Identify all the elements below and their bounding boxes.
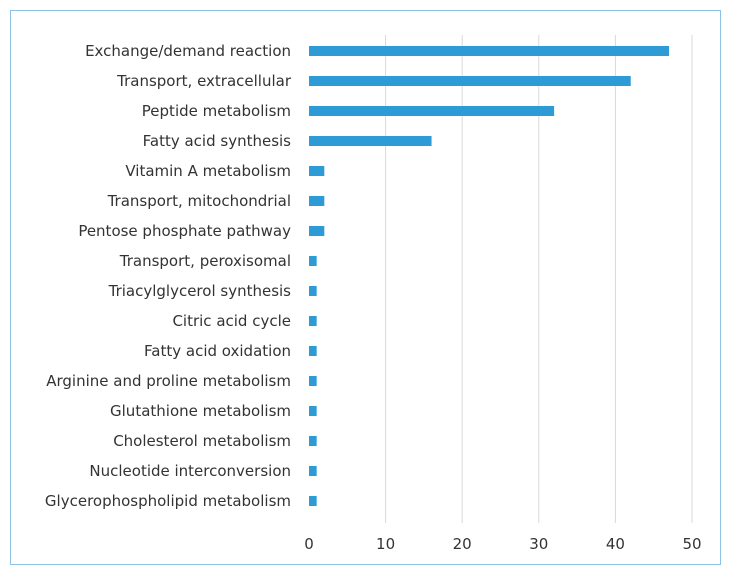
category-label: Glycerophospholipid metabolism xyxy=(45,492,291,510)
category-label: Transport, extracellular xyxy=(116,72,292,90)
category-label: Triacylglycerol synthesis xyxy=(108,282,292,300)
category-label: Vitamin A metabolism xyxy=(125,162,291,180)
category-label: Arginine and proline metabolism xyxy=(46,372,291,390)
bar xyxy=(309,166,325,176)
bar xyxy=(309,496,317,506)
category-label: Fatty acid oxidation xyxy=(144,342,291,360)
x-tick-label: 20 xyxy=(453,535,472,553)
x-tick-label: 40 xyxy=(606,535,625,553)
category-labels: Exchange/demand reaction Transport, extra… xyxy=(45,42,292,510)
bar xyxy=(309,106,555,116)
bar xyxy=(309,136,432,146)
category-label: Transport, mitochondrial xyxy=(107,192,291,210)
bar xyxy=(309,226,325,236)
category-label: Glutathione metabolism xyxy=(110,402,291,420)
x-tick-label: 10 xyxy=(376,535,395,553)
x-tick-label: 50 xyxy=(682,535,701,553)
bar xyxy=(309,376,317,386)
gridlines xyxy=(385,35,693,523)
category-label: Peptide metabolism xyxy=(142,102,291,120)
category-label: Nucleotide interconversion xyxy=(89,462,291,480)
bar xyxy=(309,466,317,476)
bars xyxy=(309,46,670,506)
x-axis-tick-labels: 0 10 20 30 40 50 xyxy=(304,535,701,553)
bar xyxy=(309,406,317,416)
bar xyxy=(309,286,317,296)
category-label: Transport, peroxisomal xyxy=(119,252,291,270)
x-tick-label: 0 xyxy=(304,535,314,553)
bar xyxy=(309,436,317,446)
bar-chart: Exchange/demand reaction Transport, extra… xyxy=(45,35,702,553)
bar xyxy=(309,346,317,356)
x-tick-label: 30 xyxy=(529,535,548,553)
category-label: Cholesterol metabolism xyxy=(113,432,291,450)
bar xyxy=(309,316,317,326)
category-label: Pentose phosphate pathway xyxy=(78,222,291,240)
bar xyxy=(309,256,317,266)
bar xyxy=(309,196,325,206)
bar xyxy=(309,76,631,86)
category-label: Citric acid cycle xyxy=(172,312,291,330)
bar xyxy=(309,46,670,56)
chart-frame: Exchange/demand reaction Transport, extra… xyxy=(10,10,721,565)
category-label: Fatty acid synthesis xyxy=(143,132,292,150)
category-label: Exchange/demand reaction xyxy=(85,42,291,60)
